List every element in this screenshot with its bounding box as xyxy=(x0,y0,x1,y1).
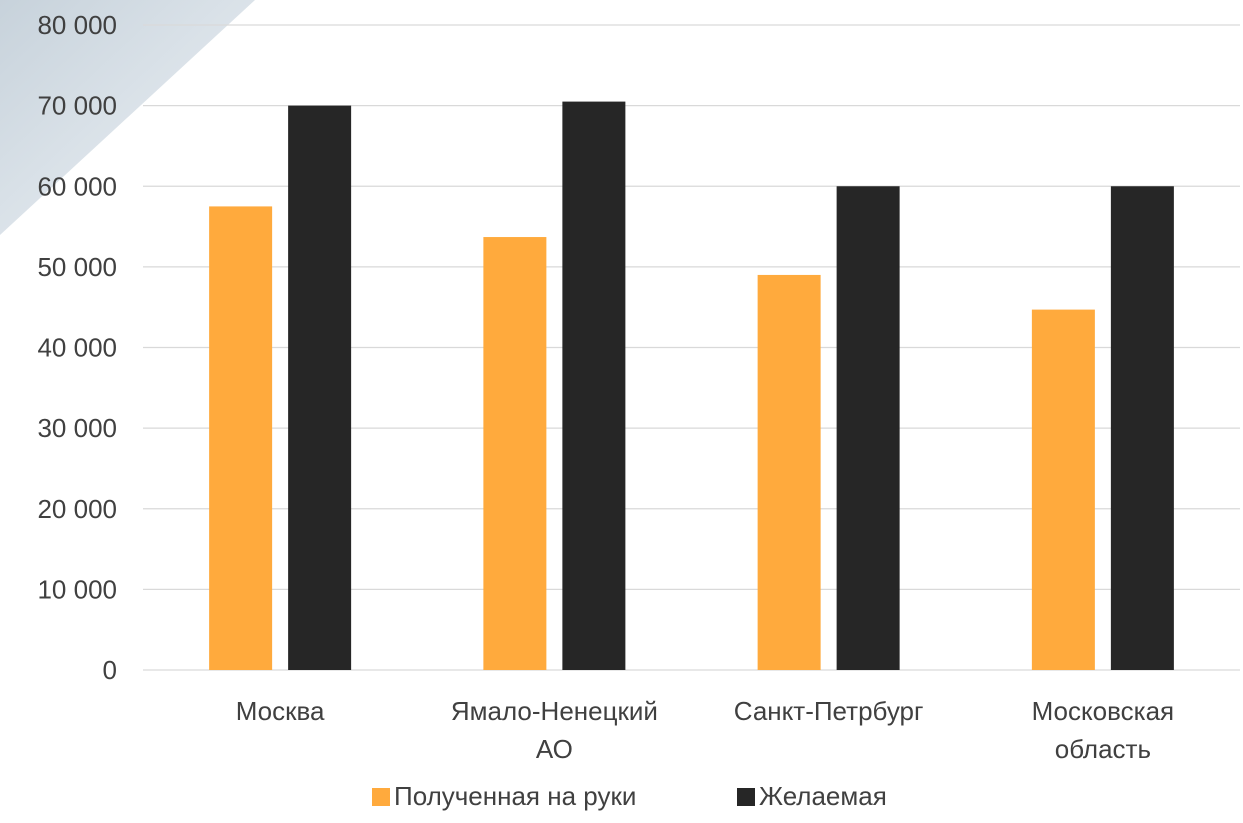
y-tick-label: 60 000 xyxy=(37,171,117,201)
x-tick-label: область xyxy=(1055,734,1151,764)
bars xyxy=(209,101,1174,670)
bar xyxy=(288,105,352,670)
y-tick-label: 70 000 xyxy=(37,91,117,121)
y-tick-label: 0 xyxy=(103,655,117,685)
y-axis-tick-labels: 0 10 000 20 000 30 000 40 000 50 000 60 000 70 … xyxy=(37,10,117,685)
y-tick-label: 80 000 xyxy=(37,10,117,40)
bar xyxy=(1110,186,1174,670)
y-tick-label: 40 000 xyxy=(37,333,117,363)
corner-background-image xyxy=(0,0,255,235)
x-tick-label: Москва xyxy=(236,696,325,726)
bar xyxy=(483,237,547,670)
y-tick-label: 30 000 xyxy=(37,413,117,443)
bar xyxy=(836,186,900,670)
x-tick-label: Санкт-Петрбург xyxy=(734,696,924,726)
x-tick-label: Московская xyxy=(1032,696,1175,726)
legend-label: Желаемая xyxy=(759,781,887,811)
bar xyxy=(757,274,821,670)
legend-swatch xyxy=(372,788,390,806)
bar xyxy=(562,101,626,670)
bar xyxy=(1031,309,1095,670)
bar xyxy=(209,206,273,670)
x-axis-category-labels: Москва Ямало-Ненецкий АО Санкт-Петрбург Моск… xyxy=(236,696,1174,764)
y-tick-label: 10 000 xyxy=(37,574,117,604)
x-tick-label: Ямало-Ненецкий xyxy=(451,696,658,726)
x-tick-label: АО xyxy=(536,734,573,764)
legend-label: Полученная на руки xyxy=(394,781,636,811)
legend: Полученная на руки Желаемая xyxy=(372,781,887,811)
legend-swatch xyxy=(737,788,755,806)
y-tick-label: 50 000 xyxy=(37,252,117,282)
y-tick-label: 20 000 xyxy=(37,494,117,524)
